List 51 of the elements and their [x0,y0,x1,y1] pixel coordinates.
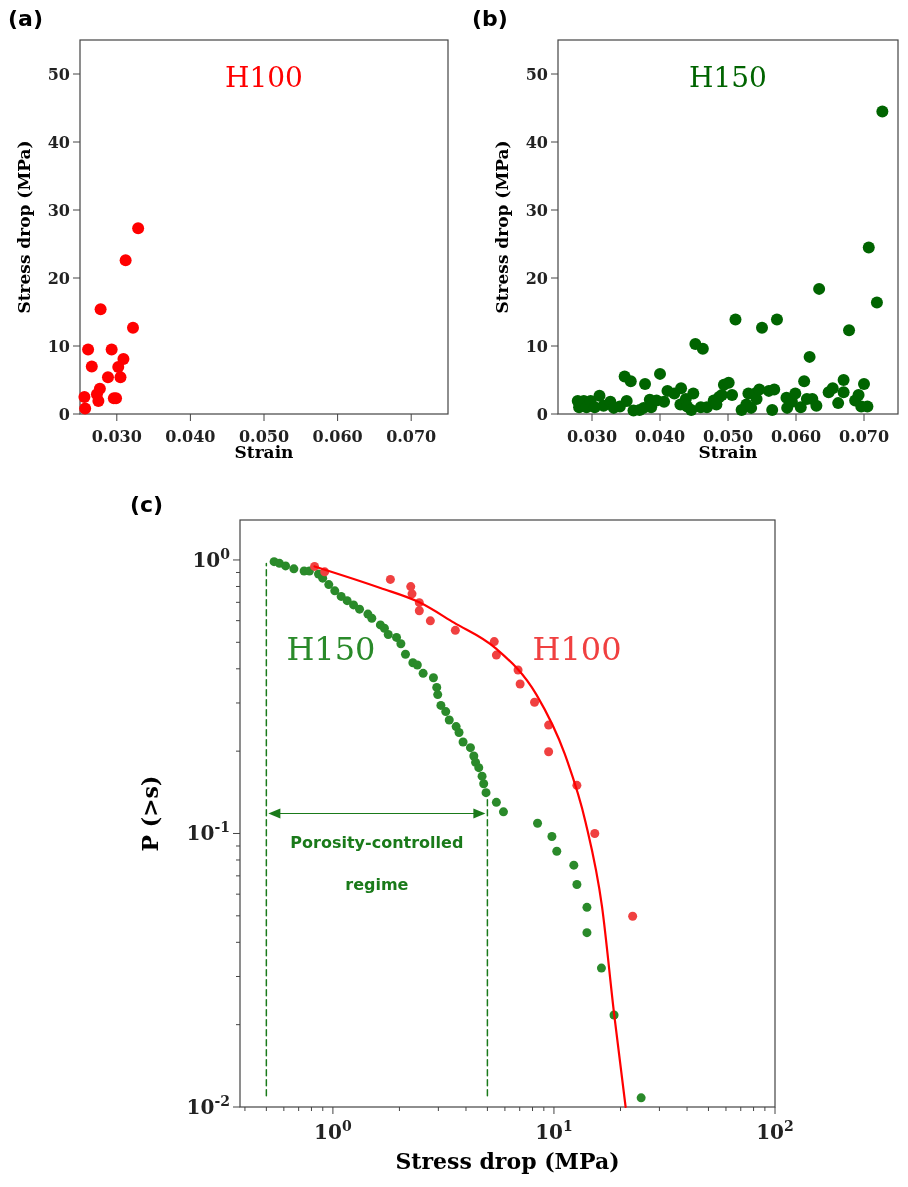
point [78,391,91,403]
x-tick-label: 0.040 [634,427,686,446]
series-label: H100 [532,630,622,669]
y-tick-label: 30 [47,200,70,220]
y-tick-label: 10$^{-2}$ [186,1093,230,1119]
y-axis-title: Stress drop (MPa) [492,140,512,314]
text: Porosity-controlled regime [290,832,464,894]
chart-title: (b) [472,6,508,31]
text: H150 [689,61,767,95]
point [126,321,139,334]
point [79,402,92,415]
y-tick-label: 20 [47,268,70,288]
y-tick-label: 0 [536,404,548,424]
series-label: H150 [286,630,376,669]
point [132,222,145,235]
x-tick-label: 0.070 [386,427,437,446]
point [94,303,107,316]
point [119,254,132,267]
y-tick-label: 10$^{0}$ [192,545,231,572]
point [112,361,125,374]
x-axis-title: Stress drop (MPa) [395,1148,620,1174]
y-tick-label: 0 [58,404,70,424]
y-axis-title: P (>s) [137,775,163,852]
y-tick-label: 20 [525,268,548,288]
point [114,371,127,384]
x-tick-label: 0.070 [838,427,890,446]
y-axis-title: Stress drop (MPa) [14,140,34,314]
y-tick-label: 40 [525,132,548,152]
x-tick-label: 0.060 [770,427,822,446]
x-tick-label: 0.040 [165,427,216,446]
x-tick-label: 0.030 [566,427,618,446]
x-tick-label: 10$^{2}$ [756,1118,794,1144]
x-tick-label: 10$^{0}$ [314,1118,352,1144]
y-tick-label: 50 [525,64,548,84]
chart-title: (c) [130,492,164,517]
y-tick-label: 10 [47,336,70,356]
y-tick-label: 10 [525,336,548,356]
point [105,343,118,356]
y-tick-label: 40 [47,132,70,152]
point [85,360,98,373]
text: H100 [225,61,303,95]
y-tick-label: 50 [47,64,70,84]
x-tick-label: 0.060 [312,427,363,446]
point [101,371,114,384]
point [92,395,105,408]
y-tick-label: 10$^{-1}$ [186,819,230,846]
x-tick-label: 0.030 [91,427,142,446]
chart-title: (a) [8,6,43,31]
y-tick-label: 30 [525,200,548,220]
point [82,343,95,356]
x-tick-label: 10$^{1}$ [535,1118,573,1144]
